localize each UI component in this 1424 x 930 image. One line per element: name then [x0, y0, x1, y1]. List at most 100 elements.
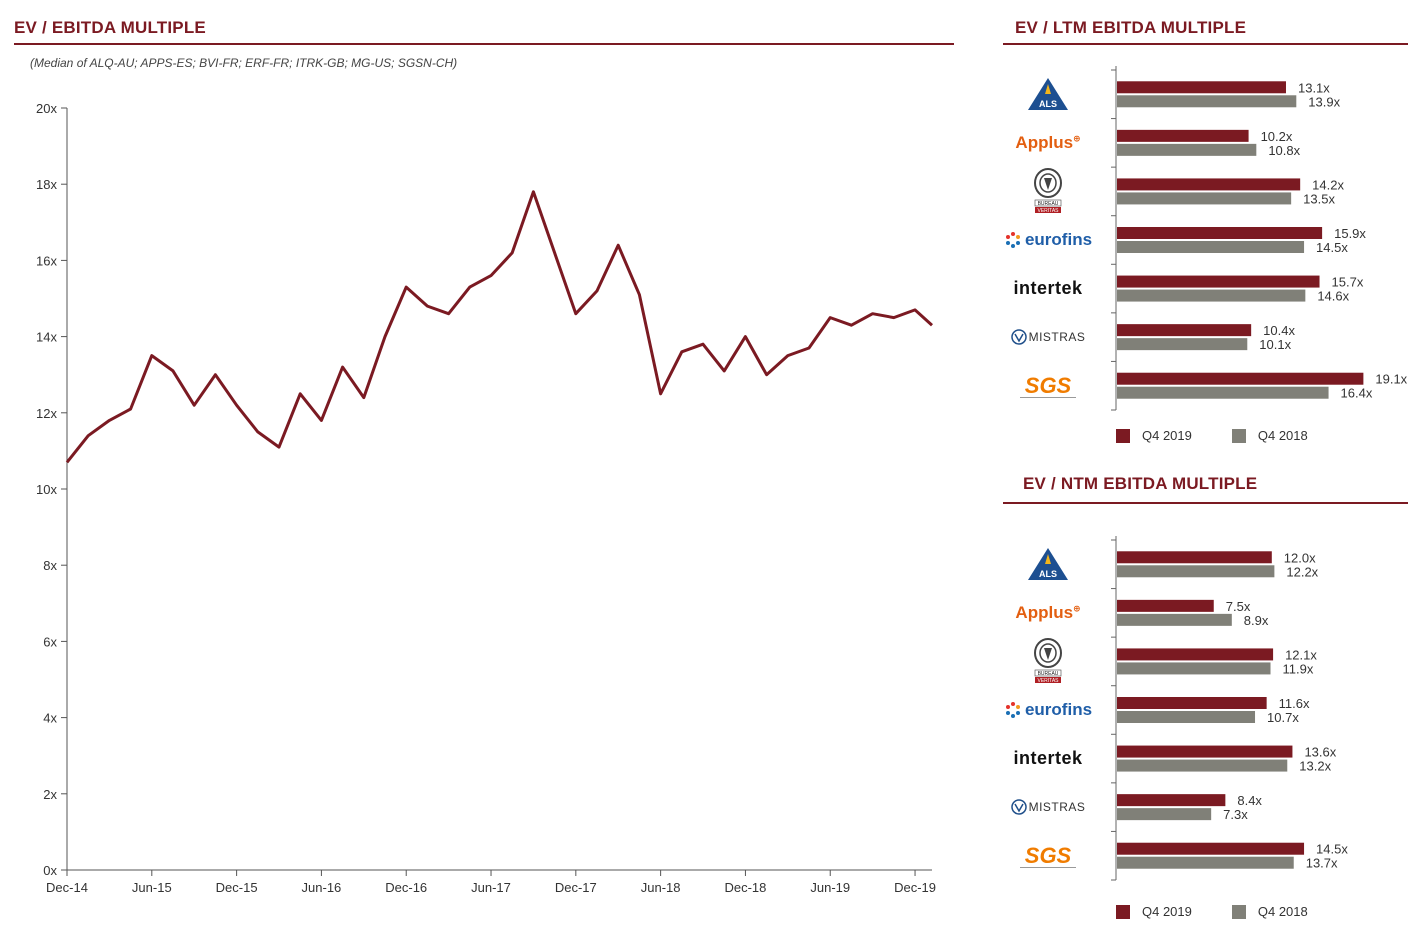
bar-label-q4-2019: 12.0x — [1284, 550, 1316, 565]
legend-swatch-q4-2019 — [1116, 428, 1130, 443]
svg-text:BUREAU: BUREAU — [1038, 671, 1059, 677]
applus-logo: Applus⊕ — [1015, 602, 1081, 622]
eurofins-dots-icon — [1005, 232, 1020, 248]
bar-q4-2019 — [1117, 324, 1252, 337]
bar-q4-2019 — [1117, 178, 1301, 191]
x-tick-label: Jun-15 — [132, 880, 172, 895]
bar-q4-2019 — [1117, 275, 1320, 288]
y-tick-label: 18x — [36, 177, 57, 192]
x-tick-label: Dec-15 — [216, 880, 258, 895]
bar-label-q4-2019: 14.5x — [1316, 842, 1348, 857]
legend-q4-2018: Q4 2018 — [1231, 428, 1308, 443]
bar-q4-2018 — [1117, 95, 1297, 108]
legend-label-q4-2019: Q4 2019 — [1142, 904, 1192, 919]
bar-q4-2018 — [1117, 711, 1256, 723]
x-tick-label: Dec-19 — [894, 880, 936, 895]
bar-label-q4-2019: 15.9x — [1334, 226, 1366, 241]
bar-label-q4-2018: 14.5x — [1316, 240, 1348, 255]
company-logo: Applus⊕ — [1003, 118, 1093, 168]
eurofins-dots-icon — [1005, 702, 1020, 718]
mistras-logo: MISTRAS — [1010, 329, 1086, 345]
ltm-legend: Q4 2019 Q4 2018 — [1116, 428, 1348, 443]
y-tick-label: 14x — [36, 330, 57, 345]
company-logo: BUREAU VERITAS — [1003, 636, 1093, 686]
company-logo: eurofins — [1003, 215, 1093, 265]
bar-q4-2018 — [1117, 386, 1329, 399]
left-chart-title: EV / EBITDA MULTIPLE — [14, 18, 206, 37]
x-tick-label: Dec-16 — [385, 880, 427, 895]
sgs-underline — [1020, 867, 1076, 869]
sgs-underline — [1020, 397, 1076, 399]
y-tick-label: 6x — [43, 634, 57, 649]
bar-label-q4-2018: 14.6x — [1317, 289, 1349, 304]
y-tick-label: 0x — [43, 863, 57, 878]
bar-label-q4-2019: 13.6x — [1304, 745, 1336, 760]
y-tick-label: 8x — [43, 558, 57, 573]
left-chart-subtitle: (Median of ALQ-AU; APPS-ES; BVI-FR; ERF-… — [30, 56, 458, 70]
bar-label-q4-2018: 11.9x — [1283, 661, 1314, 676]
bar-label-q4-2019: 11.6x — [1279, 696, 1310, 711]
bar-q4-2019 — [1117, 372, 1364, 385]
bar-q4-2019 — [1117, 227, 1323, 239]
sgs-logo: SGS — [1020, 843, 1076, 869]
bar-label-q4-2019: 14.2x — [1312, 177, 1344, 192]
bar-q4-2018 — [1117, 192, 1292, 205]
bar-q4-2018 — [1117, 613, 1232, 626]
bar-q4-2019 — [1117, 794, 1226, 807]
bar-label-q4-2019: 10.2x — [1261, 129, 1293, 144]
ev-ebitda-line-chart: 0x 2x 4x 6x 8x 10x 12x 14x 16x 18x 20x Dec-14 Jun-15… — [36, 101, 936, 895]
ltm-title-rule — [1003, 43, 1408, 45]
bar-q4-2019 — [1117, 842, 1305, 855]
bar-label-q4-2019: 13.1x — [1298, 80, 1330, 95]
als-logo-text: ALS — [1039, 99, 1057, 109]
svg-text:VERITAS: VERITAS — [1037, 678, 1059, 684]
company-logo: intertek — [1003, 264, 1093, 314]
bar-label-q4-2018: 10.1x — [1259, 337, 1291, 352]
bar-label-q4-2018: 10.7x — [1267, 710, 1299, 725]
svg-text:BUREAU: BUREAU — [1038, 201, 1059, 207]
bar-label-q4-2018: 10.8x — [1268, 143, 1300, 158]
sgs-logo: SGS — [1020, 373, 1076, 399]
left-title-rule — [14, 43, 954, 45]
company-logo: intertek — [1003, 734, 1093, 784]
bar-label-q4-2018: 16.4x — [1341, 386, 1373, 401]
x-tick-label: Jun-17 — [471, 880, 511, 895]
mistras-circle-icon — [1010, 799, 1027, 815]
x-tick-label: Dec-17 — [555, 880, 597, 895]
bar-label-q4-2019: 10.4x — [1263, 323, 1295, 338]
bar-q4-2018 — [1117, 289, 1306, 302]
mistras-circle-icon — [1010, 329, 1027, 345]
x-tick-label: Dec-18 — [724, 880, 766, 895]
bar-label-q4-2018: 8.9x — [1244, 613, 1269, 628]
legend-swatch-q4-2018 — [1231, 428, 1246, 443]
als-logo-text: ALS — [1039, 569, 1057, 579]
y-tick-label: 4x — [43, 711, 57, 726]
company-logo: SGS — [1003, 361, 1093, 411]
x-tick-label: Jun-19 — [810, 880, 850, 895]
svg-text:VERITAS: VERITAS — [1037, 208, 1059, 214]
eurofins-logo: eurofins — [1004, 700, 1092, 720]
bar-q4-2018 — [1117, 338, 1248, 351]
ntm-title-rule — [1003, 502, 1408, 504]
legend-q4-2019: Q4 2019 — [1116, 904, 1192, 919]
bar-q4-2019 — [1117, 551, 1272, 564]
bar-q4-2019 — [1117, 745, 1293, 758]
bar-label-q4-2018: 13.5x — [1303, 191, 1335, 206]
y-tick-label: 12x — [36, 406, 57, 421]
bar-q4-2019 — [1117, 81, 1286, 94]
legend-q4-2019: Q4 2019 — [1116, 428, 1192, 443]
bar-label-q4-2018: 13.9x — [1308, 94, 1340, 109]
y-tick-label: 2x — [43, 787, 57, 802]
y-tick-label: 10x — [36, 482, 57, 497]
ntm-chart-title: EV / NTM EBITDA MULTIPLE — [1023, 474, 1258, 493]
bar-q4-2018 — [1117, 143, 1257, 156]
bar-label-q4-2019: 12.1x — [1285, 647, 1317, 662]
bar-label-q4-2018: 12.2x — [1286, 564, 1318, 579]
bar-q4-2018 — [1117, 662, 1271, 675]
bar-q4-2019 — [1117, 697, 1267, 709]
y-tick-label: 16x — [36, 253, 57, 268]
